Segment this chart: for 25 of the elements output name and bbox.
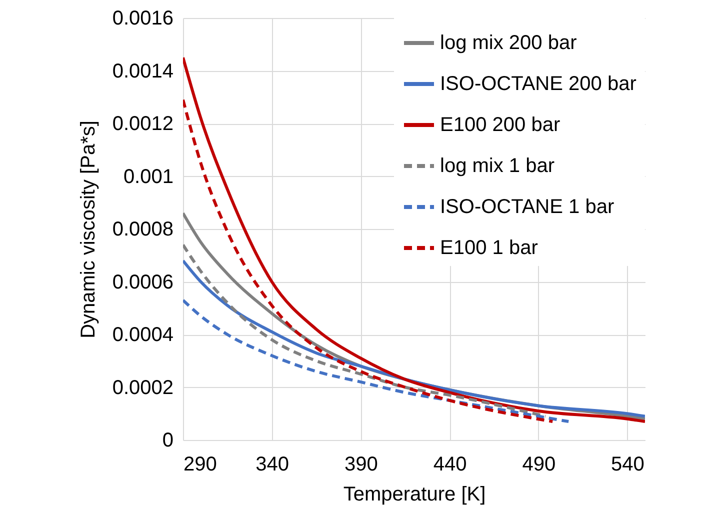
line-series xyxy=(183,56,645,424)
legend-label: log mix 200 bar xyxy=(440,32,578,54)
x-tick-label: 290 xyxy=(184,454,217,476)
legend-label: E100 200 bar xyxy=(440,114,560,136)
y-axis-title: Dynamic viscosity [Pa*s] xyxy=(77,120,100,338)
x-tick-label: 340 xyxy=(256,454,290,476)
legend-label: E100 1 bar xyxy=(440,237,538,259)
x-tick-label: 390 xyxy=(344,454,378,476)
legend-label: log mix 1 bar xyxy=(440,155,555,177)
legend-label: ISO-OCTANE 1 bar xyxy=(440,196,614,218)
x-tick-label: 540 xyxy=(611,454,644,476)
x-tick-label: 490 xyxy=(522,454,556,476)
x-tick-label: 440 xyxy=(433,454,467,476)
y-tick-label: 0.0016 xyxy=(112,8,174,30)
x-axis-title: Temperature [K] xyxy=(343,484,486,506)
y-tick-label: 0.0012 xyxy=(112,113,174,135)
y-tick-label: 0.0008 xyxy=(112,218,174,240)
y-tick-label: 0.001 xyxy=(123,166,174,188)
y-tick-label: 0.0014 xyxy=(112,60,174,82)
y-tick-label: 0.0006 xyxy=(112,271,174,294)
legend-label: ISO-OCTANE 200 bar xyxy=(440,73,637,95)
y-tick-label: 0.0002 xyxy=(112,376,174,399)
line-series xyxy=(183,298,570,424)
y-tick-label: 0.0004 xyxy=(112,324,174,346)
y-tick-label: 0 xyxy=(162,430,174,452)
